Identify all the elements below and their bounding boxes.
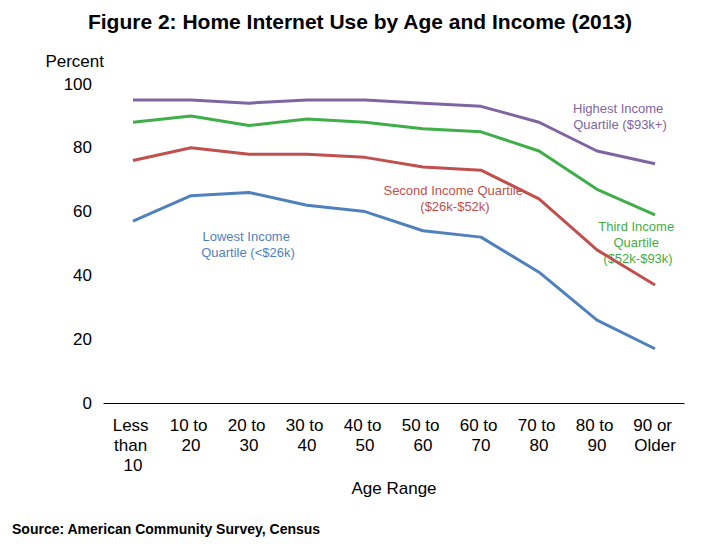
svg-text:0: 0 <box>83 394 92 413</box>
svg-text:50: 50 <box>356 436 375 455</box>
svg-text:30: 30 <box>240 436 259 455</box>
svg-text:($52k-$93k): ($52k-$93k) <box>603 251 672 266</box>
svg-text:60: 60 <box>414 436 433 455</box>
svg-text:40: 40 <box>73 266 92 285</box>
svg-text:Less: Less <box>113 416 154 435</box>
svg-text:100: 100 <box>64 75 92 94</box>
svg-text:40 to: 40 to <box>344 416 387 435</box>
svg-text:90: 90 <box>588 436 607 455</box>
svg-text:30 to: 30 to <box>286 416 329 435</box>
svg-text:Source: American Community Sur: Source: American Community Survey, Censu… <box>12 521 320 537</box>
svg-text:90 or: 90 or <box>633 416 676 435</box>
svg-text:20: 20 <box>73 330 92 349</box>
svg-text:Second Income Quartile: Second Income Quartile <box>383 183 526 198</box>
svg-text:80 to: 80 to <box>576 416 619 435</box>
svg-text:10 to: 10 to <box>170 416 213 435</box>
svg-text:Highest Income: Highest Income <box>573 101 667 116</box>
svg-text:Lowest Income: Lowest Income <box>202 229 293 244</box>
svg-text:10: 10 <box>124 456 143 475</box>
svg-text:Age Range: Age Range <box>351 479 436 498</box>
svg-text:Quartile (<$26k): Quartile (<$26k) <box>201 245 295 260</box>
svg-text:80: 80 <box>530 436 549 455</box>
svg-text:80: 80 <box>73 138 92 157</box>
svg-text:Third Income: Third Income <box>598 219 677 234</box>
svg-text:Figure 2: Home Internet Use by: Figure 2: Home Internet Use by Age and I… <box>88 10 632 33</box>
svg-text:($26k-$52k): ($26k-$52k) <box>420 199 489 214</box>
svg-text:than: than <box>114 436 152 455</box>
svg-text:Percent: Percent <box>45 52 104 71</box>
svg-text:50 to: 50 to <box>402 416 445 435</box>
svg-text:40: 40 <box>298 436 317 455</box>
svg-text:Quartile ($93k+): Quartile ($93k+) <box>573 117 667 132</box>
svg-text:70 to: 70 to <box>518 416 561 435</box>
svg-text:60: 60 <box>73 202 92 221</box>
svg-text:Older: Older <box>634 436 676 455</box>
svg-text:20 to: 20 to <box>228 416 271 435</box>
svg-text:Quartile: Quartile <box>613 235 662 250</box>
svg-text:20: 20 <box>182 436 201 455</box>
svg-text:60 to: 60 to <box>460 416 503 435</box>
svg-text:70: 70 <box>472 436 491 455</box>
